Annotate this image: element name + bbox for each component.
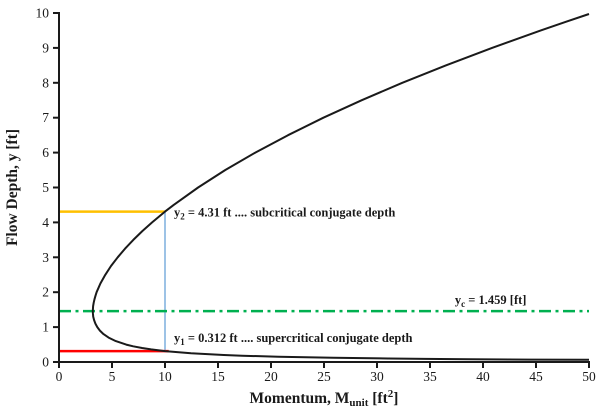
x-axis-tick-label: 45 (529, 369, 543, 384)
y-axis-tick-label: 4 (42, 215, 49, 230)
x-axis-tick-label: 20 (264, 369, 278, 384)
annotations-layer: y2 = 4.31 ft .... subcritical conjugate … (174, 206, 526, 348)
x-axis-tick-label: 10 (158, 369, 172, 384)
y-axis-tick-label: 0 (42, 355, 49, 370)
y-axis-tick-label: 2 (42, 285, 49, 300)
y-axis-tick-label: 1 (42, 320, 49, 335)
y-axis-tick-label: 7 (42, 110, 49, 125)
curve-layer (91, 13, 590, 361)
annotation-yc: yc = 1.459 [ft] (455, 293, 527, 309)
x-axis-tick-label: 15 (211, 369, 225, 384)
y-axis-tick-label: 9 (42, 40, 49, 55)
axes-lines (58, 12, 590, 363)
axes-layer: 0 5 10 15 20 25 30 35 40 45 50012345678910Momentum… (4, 6, 596, 410)
annotation-y1: y1 = 0.312 ft .... supercritical conjuga… (174, 331, 413, 347)
x-axis-tick-label: 0 (56, 369, 63, 384)
y-axis-title: Flow Depth, y [ft] (4, 129, 21, 246)
x-axis-tick-label: 30 (370, 369, 384, 384)
x-axis-title: Momentum, Munit [ft2] (250, 388, 399, 409)
y-axis-tick-label: 3 (42, 250, 49, 265)
y-axis-tick-label: 8 (42, 75, 49, 90)
x-axis-tick-label: 25 (317, 369, 331, 384)
x-axis-tick-label: 50 (582, 369, 596, 384)
annotation-y2: y2 = 4.31 ft .... subcritical conjugate … (174, 206, 395, 222)
y-axis-tick-label: 10 (36, 6, 50, 21)
momentum-curve (91, 13, 590, 361)
y-axis-tick-label: 5 (42, 180, 49, 195)
y-axis-tick-label: 6 (42, 145, 49, 160)
x-axis-tick-label: 5 (109, 369, 116, 384)
reference-lines-layer (59, 210, 589, 353)
x-axis-tick-label: 40 (476, 369, 490, 384)
x-axis-tick-label: 35 (423, 369, 437, 384)
